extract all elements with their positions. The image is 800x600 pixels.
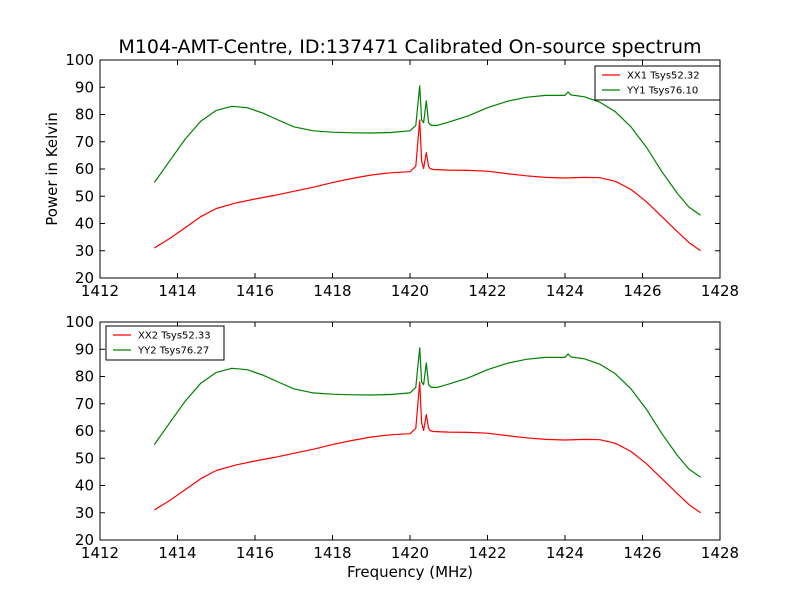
x-tick-label: 1426 bbox=[623, 544, 661, 562]
legend-box bbox=[594, 65, 721, 101]
y-tick-label: 100 bbox=[65, 313, 94, 331]
series-line-xx bbox=[153, 381, 701, 514]
x-tick-label: 1420 bbox=[391, 282, 429, 300]
series-line-yy bbox=[153, 347, 701, 478]
y-tick-label: 30 bbox=[75, 504, 94, 522]
y-tick-label: 50 bbox=[75, 187, 94, 205]
y-tick-label: 60 bbox=[75, 422, 94, 440]
y-tick-label: 90 bbox=[75, 78, 94, 96]
y-tick-label: 80 bbox=[75, 368, 94, 386]
x-tick-label: 1426 bbox=[623, 282, 661, 300]
y-axis-label: Power in Kelvin bbox=[43, 112, 61, 226]
x-tick-label: 1414 bbox=[158, 544, 196, 562]
y-tick-label: 20 bbox=[75, 531, 94, 549]
legend-box bbox=[105, 325, 225, 361]
y-tick-label: 70 bbox=[75, 395, 94, 413]
legend-entry: XX1 Tsys52.32 bbox=[627, 71, 700, 82]
x-tick-label: 1422 bbox=[468, 282, 506, 300]
x-tick-label: 1424 bbox=[546, 282, 584, 300]
chart-title: M104-AMT-Centre, ID:137471 Calibrated On… bbox=[118, 36, 701, 58]
x-axis-label: Frequency (MHz) bbox=[347, 563, 473, 581]
y-tick-label: 100 bbox=[65, 51, 94, 69]
y-tick-label: 50 bbox=[75, 449, 94, 467]
series-line-xx bbox=[153, 119, 701, 252]
y-tick-label: 30 bbox=[75, 242, 94, 260]
x-tick-label: 1420 bbox=[391, 544, 429, 562]
y-tick-label: 20 bbox=[75, 269, 94, 287]
y-tick-label: 90 bbox=[75, 340, 94, 358]
x-tick-label: 1418 bbox=[313, 544, 351, 562]
x-tick-label: 1416 bbox=[236, 544, 274, 562]
legend-entry: YY2 Tsys76.27 bbox=[137, 346, 209, 357]
y-tick-label: 80 bbox=[75, 106, 94, 124]
x-tick-label: 1416 bbox=[236, 282, 274, 300]
x-tick-label: 1418 bbox=[313, 282, 351, 300]
top-spectrum-panel: 1412 1414 1416 1418 1420 1422 1424 1426 1428 20 30… bbox=[65, 51, 739, 300]
y-tick-label: 70 bbox=[75, 133, 94, 151]
legend-entry: XX2 Tsys52.33 bbox=[138, 331, 211, 342]
x-tick-label: 1428 bbox=[701, 282, 739, 300]
bottom-spectrum-panel: 1412 1414 1416 1418 1420 1422 1424 1426 1428 20 30… bbox=[65, 313, 739, 562]
y-tick-label: 40 bbox=[75, 477, 94, 495]
legend-entry: YY1 Tsys76.10 bbox=[626, 86, 698, 97]
y-tick-label: 40 bbox=[75, 215, 94, 233]
x-tick-label: 1428 bbox=[701, 544, 739, 562]
y-tick-label: 60 bbox=[75, 160, 94, 178]
series-line-yy bbox=[153, 85, 701, 216]
x-tick-label: 1422 bbox=[468, 544, 506, 562]
x-tick-label: 1424 bbox=[546, 544, 584, 562]
x-tick-label: 1412 bbox=[81, 282, 119, 300]
x-tick-label: 1412 bbox=[81, 544, 119, 562]
x-tick-label: 1414 bbox=[158, 282, 196, 300]
